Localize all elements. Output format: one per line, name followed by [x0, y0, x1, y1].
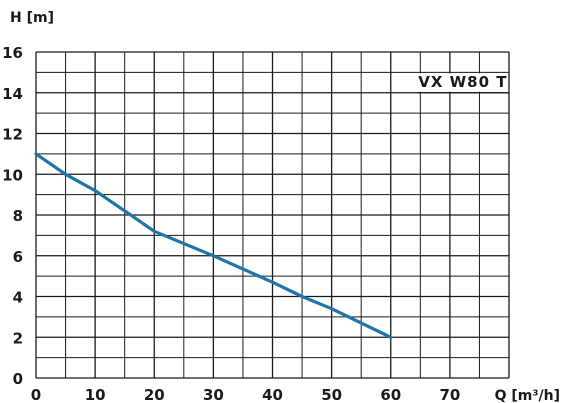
- y-tick-label: 0: [13, 370, 23, 388]
- y-tick-label: 10: [2, 166, 23, 184]
- x-tick-label: 40: [262, 386, 283, 403]
- x-tick-label: 10: [85, 386, 106, 403]
- series-line: [34, 152, 393, 339]
- model-label: VX W80 T: [418, 73, 507, 91]
- model-label-background: [417, 73, 508, 92]
- x-tick-label: 20: [144, 386, 165, 403]
- x-axis-label: Q [m³/h]: [495, 388, 560, 403]
- series-group: [34, 152, 393, 339]
- model-label-box: VX W80 T: [417, 73, 509, 94]
- x-tick-label: 30: [203, 386, 224, 403]
- x-tick-label: 50: [321, 386, 342, 403]
- x-tick-label: 60: [380, 386, 401, 403]
- y-tick-label: 12: [2, 126, 23, 144]
- y-tick-labels: 0 2 4 6 8 10 12 14 16: [2, 44, 23, 388]
- y-tick-label: 14: [2, 85, 23, 103]
- y-tick-label: 4: [13, 289, 23, 307]
- x-tick-labels: 0 10 20 30 40 50 60 70: [31, 386, 461, 403]
- y-tick-label: 16: [2, 44, 23, 62]
- x-tick-label: 0: [31, 386, 41, 403]
- x-tick-label: 70: [439, 386, 460, 403]
- grid: [35, 51, 510, 379]
- y-axis-label: H [m]: [10, 10, 54, 26]
- y-tick-label: 8: [13, 207, 23, 225]
- y-tick-label: 6: [13, 248, 23, 266]
- y-tick-label: 2: [13, 329, 23, 347]
